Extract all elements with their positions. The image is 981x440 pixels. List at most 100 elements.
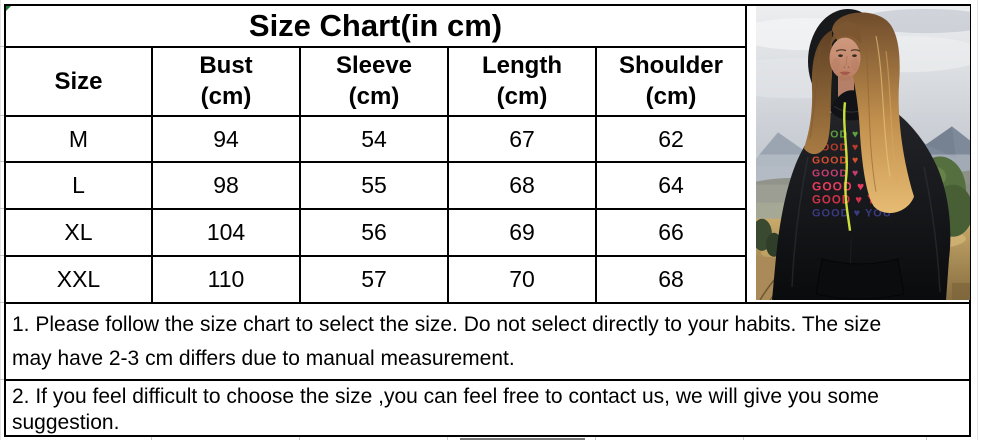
hoodie-print-row: GOOD ♥	[812, 168, 859, 180]
gridline-tick	[0, 0, 1, 440]
cell-length: 69	[509, 219, 535, 245]
grid-line	[595, 46, 597, 304]
gridline-tick	[151, 437, 152, 440]
cell-length: 68	[509, 172, 535, 198]
col-header-line: (cm)	[348, 83, 400, 110]
hoodie-fold	[923, 166, 941, 293]
gridline-tick	[0, 302, 4, 303]
col-header-line: Bust	[199, 52, 253, 79]
grid-line	[4, 379, 971, 381]
col-header-sleeve: Sleeve (cm)	[301, 47, 447, 115]
hoodie-print-row: GOOD ♥ YOU	[812, 208, 892, 220]
eyebrow	[835, 49, 847, 52]
mountain-shading	[926, 126, 956, 159]
note-line: suggestion.	[12, 411, 120, 434]
grid-line	[4, 46, 747, 48]
gridline-tick	[0, 46, 4, 47]
hoodie-print-row: GOOD ♥	[812, 155, 859, 167]
gridline-tick	[0, 208, 4, 209]
cell-shoulder: 68	[658, 266, 684, 292]
cell-bust: 94	[213, 125, 239, 152]
nostril	[847, 66, 850, 68]
nostril	[843, 66, 846, 68]
note-line: 2. If you feel difficult to choose the s…	[12, 385, 879, 408]
hair-strand	[865, 48, 877, 192]
cell-sleeve: 54	[361, 125, 387, 152]
grid-line	[299, 46, 301, 304]
model-hair	[804, 30, 832, 155]
gridline-tick	[743, 437, 744, 440]
cheek-shading	[832, 58, 840, 71]
gridline-tick	[926, 437, 927, 440]
note-line: may have 2-3 cm differs due to manual me…	[12, 347, 515, 370]
gridline-tick	[447, 437, 448, 440]
col-header-line: (cm)	[645, 83, 697, 110]
col-header-length: Length (cm)	[449, 47, 595, 115]
cell-shoulder: 62	[658, 125, 684, 152]
cell-size: XL	[64, 219, 93, 245]
cell-shoulder: 64	[658, 172, 684, 198]
grid-line	[4, 302, 971, 304]
hair-strand	[885, 51, 899, 187]
col-header-line: Sleeve	[335, 52, 413, 79]
grid-line	[4, 161, 747, 163]
excel-error-triangle-icon	[4, 4, 13, 13]
col-header-size: Size	[6, 47, 151, 115]
col-header-line: (cm)	[496, 83, 548, 110]
grid-line	[745, 4, 747, 304]
grid-line	[151, 46, 153, 304]
grid-line	[969, 4, 971, 437]
gridline-tick	[0, 161, 4, 162]
hair-strand	[875, 35, 891, 177]
hair-fringe	[830, 21, 862, 49]
model-face	[829, 37, 861, 79]
cell-sleeve: 56	[361, 219, 387, 245]
grid-line	[4, 208, 747, 210]
cell-shoulder: 66	[658, 219, 684, 245]
gridline-tick	[0, 255, 4, 256]
gridline-tick	[595, 437, 596, 440]
cell-length: 67	[509, 125, 535, 152]
grid-line	[4, 435, 971, 437]
chin-shadow	[839, 74, 851, 81]
hoodie-fold	[791, 156, 809, 287]
cell-sleeve: 57	[361, 266, 387, 292]
nose	[845, 56, 848, 66]
cell-size: XXL	[56, 266, 101, 292]
lips	[839, 71, 851, 75]
grid-line	[4, 255, 747, 257]
note-2: 2. If you feel difficult to choose the s…	[12, 381, 962, 438]
cheek-shading	[851, 58, 859, 71]
cell-sleeve: 55	[361, 172, 387, 198]
eyebrow	[850, 49, 861, 52]
gridline-tick	[460, 438, 585, 440]
col-header-shoulder: Shoulder (cm)	[597, 47, 745, 115]
grid-line	[447, 46, 449, 304]
hair-strand	[809, 46, 821, 139]
grid-line	[4, 115, 747, 117]
col-header-line: Shoulder	[618, 52, 723, 79]
eye	[838, 54, 843, 57]
col-header-line: Length	[482, 52, 562, 79]
col-header-line: (cm)	[200, 83, 252, 110]
col-header-bust: Bust (cm)	[153, 47, 299, 115]
cell-size: M	[68, 125, 89, 152]
gridline-tick	[0, 115, 4, 116]
cell-bust: 110	[207, 266, 245, 292]
grid-line	[4, 4, 971, 6]
cell-length: 70	[509, 266, 535, 292]
col-header-line: Size	[54, 67, 103, 95]
model-photo: GOOD ♥ GOOD ♥ GOOD ♥ GOOD ♥ GOOD ♥ YOU G…	[756, 6, 970, 300]
gridline-tick	[299, 437, 300, 440]
cell-bust: 104	[206, 219, 246, 245]
grid-line	[4, 4, 6, 437]
gridline-tick	[0, 379, 4, 380]
hoodie-drawstring	[843, 102, 852, 231]
chart-title: Size Chart(in cm)	[248, 8, 503, 43]
kangaroo-pocket	[815, 258, 905, 300]
note-1: 1. Please follow the size chart to selec…	[12, 303, 962, 384]
cell-bust: 98	[213, 172, 239, 198]
gridline-tick	[977, 0, 978, 440]
cell-size: L	[72, 172, 85, 198]
